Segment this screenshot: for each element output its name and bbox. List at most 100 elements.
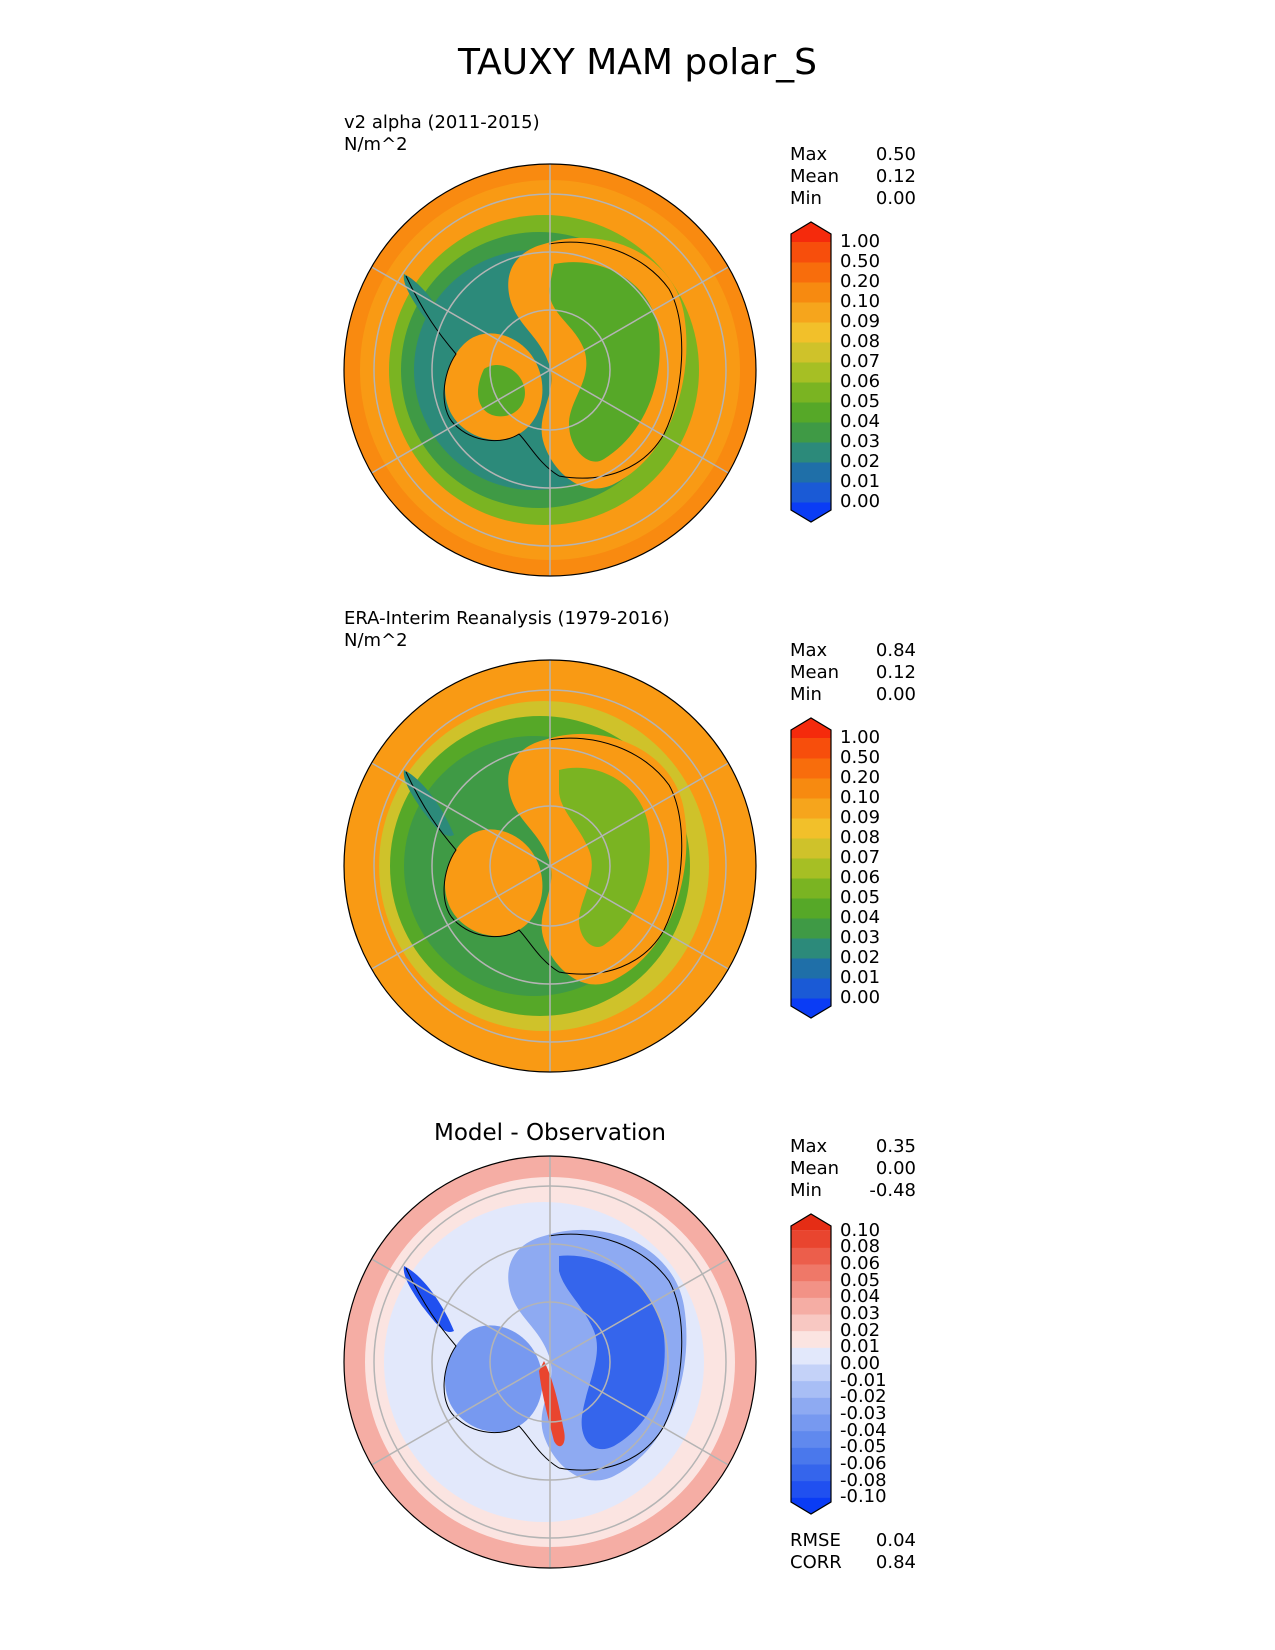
panel-1-colorbar-tick-label: 0.04	[840, 411, 881, 432]
panel-1-colorbar-swatch-2	[791, 462, 831, 483]
panel-2-colorbar-swatch-5	[791, 898, 831, 919]
panel-1-colorbar-swatch-5	[791, 402, 831, 423]
panel-3-colorbar-swatch-7	[791, 1380, 831, 1398]
panel-2-colorbar-swatch-14	[791, 718, 831, 738]
panel-3-colorbar-outline	[790, 1213, 832, 1515]
panel-3-colorbar-tick-label: -0.06	[840, 1453, 887, 1474]
panel-1-colorbar-tick-label: 0.20	[840, 271, 881, 292]
panel-1-colorbar-swatch-6	[791, 382, 831, 403]
panel-2-colorbar-tick-label: 0.05	[840, 887, 881, 908]
panel-2-colorbar-swatch-6	[791, 878, 831, 899]
panel-1-mean-value: 0.12	[875, 166, 916, 187]
panel-1-min-value: 0.00	[875, 188, 916, 209]
panel-2-colorbar-swatch-7	[791, 858, 831, 879]
panel-3-mean-label: Mean	[790, 1158, 840, 1179]
panel-2-colorbar-tick-label: 0.20	[840, 767, 881, 788]
panel-2-map-boundary	[343, 659, 757, 1073]
panel-1-colorbar-tick-label: 0.02	[840, 451, 881, 472]
panel-3-colorbar-swatch-11	[791, 1314, 831, 1332]
panel-3-colorbar-swatch-17	[791, 1214, 831, 1231]
panel-1-colorbar-swatch-10	[791, 302, 831, 323]
panel-1-colorbar-swatch-12	[791, 262, 831, 283]
panel-3-colorbar-tick-label: 0.03	[840, 1303, 881, 1324]
panel-3-colorbar-swatches	[791, 1214, 831, 1514]
panel-1-colorbar-tick-label: 0.00	[840, 491, 881, 512]
panel-1-min-label: Min	[790, 188, 822, 209]
panel-3-colorbar-tick-label: -0.10	[840, 1486, 887, 1508]
panel-2-mean-label: Mean	[790, 662, 840, 683]
panel-3-colorbar-tick-label: -0.04	[840, 1419, 887, 1441]
panel-1-colorbar-swatches	[791, 222, 831, 522]
panel-2-colorbar-swatch-1	[791, 978, 831, 999]
panel-1-colorbar-swatch-4	[791, 422, 831, 443]
panel-1-colorbar-tick-label: 1.00	[840, 231, 881, 252]
panel-3-colorbar-tick-label: -0.08	[840, 1469, 887, 1491]
panel-2-colorbar-tick-label: 1.00	[840, 727, 881, 748]
panel-3-colorbar-tick-label: 0.01	[840, 1336, 881, 1358]
panel-2-mean-value: 0.12	[875, 662, 916, 683]
panel-1-colorbar-tick-label: 0.07	[840, 351, 881, 372]
panel-2-colorbar	[790, 717, 832, 1019]
panel-3-polar-map	[343, 1155, 757, 1569]
panel-2-graticule	[371, 660, 729, 1072]
panel-3-colorbar-tick-label: 0.06	[840, 1253, 881, 1274]
panel-2-min-value: 0.00	[875, 684, 916, 705]
panel-2-colorbar-swatch-8	[791, 838, 831, 859]
panel-1-max-label: Max	[790, 144, 828, 165]
panel-3-colorbar-tick-label: -0.05	[840, 1436, 887, 1458]
panel-1-colorbar-tick-label: 0.06	[840, 371, 881, 392]
panel-1-mean-label: Mean	[790, 166, 840, 187]
panel-1-colorbar-swatch-1	[791, 482, 831, 503]
panel-2-colorbar-tick-label: 0.01	[840, 967, 881, 988]
panel-1-polar-map	[343, 163, 757, 577]
panel-2-max-label: Max	[790, 640, 828, 661]
panel-1-colorbar-swatch-11	[791, 282, 831, 303]
panel-2-title: ERA-Interim Reanalysis (1979-2016)	[344, 608, 670, 629]
panel-3-rmse-value: 0.04	[875, 1530, 916, 1551]
panel-3-colorbar-tick-label: -0.01	[840, 1369, 887, 1391]
panel-1-max-value: 0.50	[875, 144, 916, 165]
panel-1-colorbar-tick-label: 0.03	[840, 431, 881, 452]
panel-2-colorbar-tick-label: 0.10	[840, 787, 881, 808]
panel-2-colorbar-swatch-13	[791, 738, 831, 759]
panel-2-colorbar-tick-label: 0.07	[840, 847, 881, 868]
panel-1-colorbar-swatch-0	[791, 502, 831, 522]
panel-3-colorbar-swatch-10	[791, 1330, 831, 1348]
panel-1-units: N/m^2	[344, 134, 408, 155]
panel-3-corr-value: 0.84	[875, 1552, 916, 1573]
panel-2-colorbar-tick-label: 0.02	[840, 947, 881, 968]
panel-2-colorbar-swatches	[791, 718, 831, 1018]
panel-3-colorbar-swatch-16	[791, 1230, 831, 1248]
panel-2-coastline-east	[548, 737, 683, 975]
panel-3-colorbar-tick-label: 0.00	[840, 1353, 881, 1374]
panel-3-corr-label: CORR	[790, 1552, 842, 1573]
panel-1-colorbar-tick-label: 0.05	[840, 391, 881, 412]
panel-3-colorbar-tick-label: 0.05	[840, 1269, 881, 1291]
panel-3-colorbar-swatch-9	[791, 1347, 831, 1365]
panel-3-colorbar-tick-label: -0.03	[840, 1403, 887, 1424]
panel-1-map-boundary	[343, 163, 757, 577]
panel-1-colorbar-outline	[790, 221, 832, 523]
panel-2-colorbar-swatch-12	[791, 758, 831, 779]
panel-1-colorbar-tick-label: 0.01	[840, 471, 881, 492]
panel-2-continent-west	[444, 829, 543, 936]
panel-3-positive-streak	[539, 1361, 565, 1447]
panel-1-colorbar	[790, 221, 832, 523]
panel-3-colorbar-swatch-4	[791, 1430, 831, 1448]
panel-2-colorbar-outline	[790, 717, 832, 1019]
panel-1-colorbar-tick-label: 0.10	[840, 291, 881, 312]
panel-2-min-label: Min	[790, 684, 822, 705]
panel-3-max-value: 0.35	[875, 1136, 916, 1157]
panel-3-rmse-label: RMSE	[790, 1530, 841, 1551]
panel-3-colorbar-swatch-6	[791, 1397, 831, 1415]
panel-3-coastline-east	[548, 1233, 683, 1471]
panel-3-title: Model - Observation	[433, 1120, 667, 1146]
panel-2-colorbar-swatch-11	[791, 778, 831, 799]
panel-3-colorbar-swatch-5	[791, 1414, 831, 1432]
panel-1-colorbar-swatch-14	[791, 222, 831, 242]
panel-1-west-interior	[477, 365, 525, 417]
panel-2-colorbar-swatch-3	[791, 938, 831, 959]
panel-2-colorbar-swatch-9	[791, 818, 831, 839]
panel-1-colorbar-tick-label: 0.08	[840, 331, 881, 352]
panel-3-colorbar-swatch-14	[791, 1264, 831, 1282]
